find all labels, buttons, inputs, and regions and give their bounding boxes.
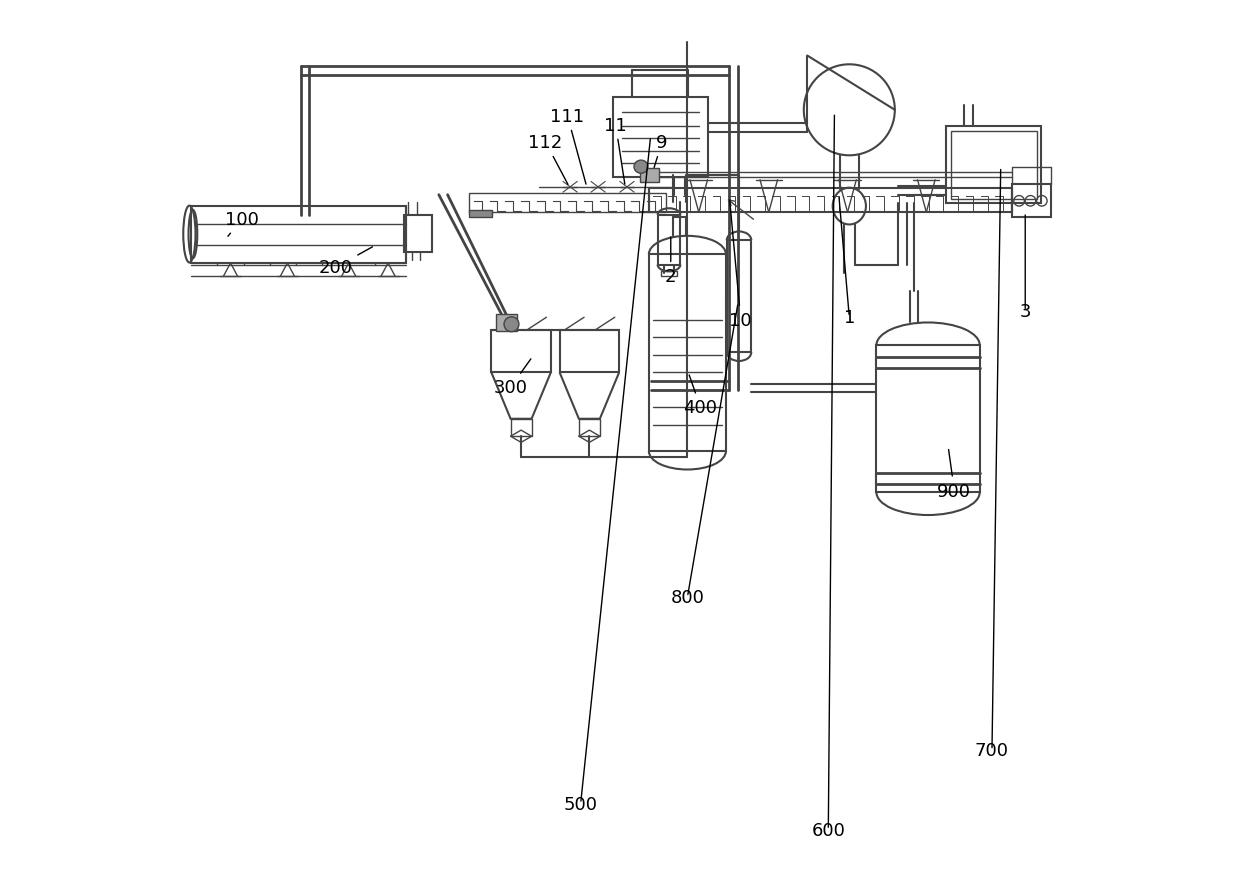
Ellipse shape bbox=[503, 317, 518, 332]
Text: 700: 700 bbox=[975, 742, 1009, 759]
Text: 500: 500 bbox=[564, 795, 598, 813]
Text: 900: 900 bbox=[937, 450, 971, 500]
Bar bbox=[579, 419, 600, 437]
Text: 600: 600 bbox=[811, 821, 846, 839]
Text: 800: 800 bbox=[671, 588, 704, 607]
Text: 100: 100 bbox=[224, 211, 259, 237]
Text: 3: 3 bbox=[1019, 303, 1030, 321]
Bar bbox=[470, 211, 492, 217]
Bar bbox=[511, 419, 532, 437]
Text: 200: 200 bbox=[319, 247, 372, 277]
Bar bbox=[1012, 185, 1052, 218]
Bar bbox=[951, 132, 1037, 200]
Text: 11: 11 bbox=[604, 117, 627, 185]
Bar bbox=[640, 168, 660, 182]
Text: 2: 2 bbox=[665, 238, 677, 286]
Bar bbox=[661, 272, 677, 277]
Text: 111: 111 bbox=[551, 108, 587, 185]
Bar bbox=[496, 314, 517, 332]
Bar bbox=[946, 127, 1042, 204]
Text: 400: 400 bbox=[683, 375, 718, 417]
Bar bbox=[470, 194, 666, 213]
Bar bbox=[877, 346, 980, 493]
Bar bbox=[191, 207, 405, 264]
Text: 9: 9 bbox=[653, 134, 668, 168]
Ellipse shape bbox=[634, 161, 649, 174]
Text: 10: 10 bbox=[729, 201, 753, 330]
Bar bbox=[613, 97, 708, 178]
Bar bbox=[727, 241, 751, 353]
Text: 1: 1 bbox=[843, 309, 856, 327]
Bar bbox=[649, 189, 1012, 213]
Bar bbox=[404, 216, 432, 253]
Text: 112: 112 bbox=[528, 134, 568, 185]
Text: 300: 300 bbox=[494, 360, 531, 396]
Bar bbox=[559, 331, 619, 373]
Bar bbox=[649, 255, 725, 452]
Bar bbox=[491, 331, 551, 373]
Bar bbox=[657, 216, 681, 266]
